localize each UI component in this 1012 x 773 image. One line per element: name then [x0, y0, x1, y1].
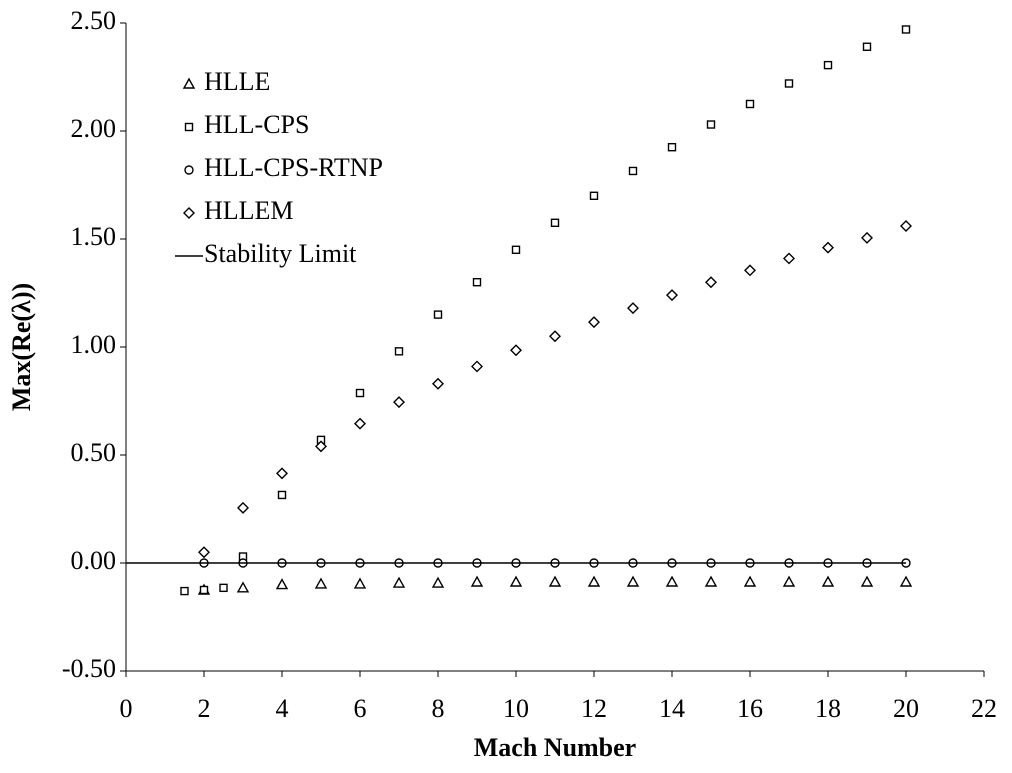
triangle-marker [626, 575, 640, 587]
y-tick-label: 2.50 [71, 6, 117, 35]
x-tick-label: 14 [659, 694, 685, 723]
triangle-marker [182, 77, 196, 89]
triangle-marker [314, 577, 328, 589]
triangle-marker [899, 575, 913, 587]
x-tick-label: 2 [198, 694, 211, 723]
triangle-marker [236, 581, 250, 593]
square-marker [823, 60, 833, 70]
triangle-marker [704, 575, 718, 587]
triangle-marker [821, 575, 835, 587]
square-marker [901, 25, 911, 34]
triangle-marker [392, 576, 406, 588]
legend-label: HLLEM [204, 196, 294, 225]
square-marker [667, 142, 677, 152]
diamond-marker [861, 231, 873, 244]
square-marker [706, 120, 716, 129]
square-marker [784, 79, 794, 88]
square-marker [472, 278, 482, 287]
diamond-marker [471, 360, 483, 373]
diamond-marker [354, 417, 366, 430]
diamond-marker [744, 264, 756, 277]
x-tick-label: 16 [737, 694, 763, 723]
triangle-marker [743, 575, 757, 587]
x-tick-label: 8 [432, 694, 445, 723]
y-axis-title: Max(Re(λ)) [7, 283, 36, 411]
diamond-marker [705, 276, 717, 289]
triangle-marker [860, 575, 874, 587]
square-marker [394, 347, 404, 356]
circle-marker [184, 165, 194, 175]
square-marker [550, 218, 560, 228]
x-tick-label: 10 [503, 694, 529, 723]
square-marker [199, 585, 209, 595]
x-tick-label: 6 [354, 694, 367, 723]
diamond-marker [432, 377, 444, 390]
diamond-marker [549, 330, 561, 343]
triangle-marker [509, 575, 523, 587]
legend-label: Stability Limit [204, 239, 357, 268]
diamond-marker [666, 289, 678, 302]
y-tick-label: -0.50 [62, 654, 116, 683]
diamond-marker [315, 440, 327, 453]
square-marker [862, 42, 872, 51]
diamond-marker [588, 316, 600, 329]
square-marker [184, 122, 194, 132]
legend-label: HLLE [204, 67, 270, 96]
triangle-marker [587, 575, 601, 587]
y-tick-label: 0.00 [71, 546, 117, 575]
x-axis-title: Mach Number [474, 733, 636, 762]
legend-label: HLL-CPS [204, 110, 309, 139]
square-marker [355, 388, 365, 398]
triangle-marker [548, 575, 562, 587]
triangle-marker [782, 575, 796, 587]
y-tick-label: 0.50 [71, 438, 117, 467]
diamond-marker [900, 220, 912, 233]
x-tick-label: 0 [120, 694, 133, 723]
square-marker [433, 310, 443, 319]
x-tick-label: 4 [276, 694, 289, 723]
triangle-marker [665, 575, 679, 587]
square-marker [589, 191, 599, 201]
y-tick-label: 2.00 [71, 114, 117, 143]
triangle-marker [275, 578, 289, 590]
square-marker [628, 166, 638, 176]
square-marker [745, 99, 755, 109]
diamond-marker [237, 501, 249, 514]
x-tick-label: 12 [581, 694, 607, 723]
square-marker [511, 245, 521, 255]
x-tick-label: 20 [893, 694, 919, 723]
diamond-marker [393, 396, 405, 409]
diamond-marker [198, 546, 210, 559]
diamond-marker [183, 207, 195, 219]
diamond-marker [510, 344, 522, 357]
x-tick-label: 18 [815, 694, 841, 723]
y-tick-label: 1.50 [71, 222, 117, 251]
diamond-marker [822, 241, 834, 254]
diamond-marker [627, 302, 639, 315]
legend-label: HLL-CPS-RTNP [204, 153, 383, 182]
triangle-marker [470, 575, 484, 587]
triangle-marker [353, 577, 367, 589]
triangle-marker [431, 576, 445, 588]
square-marker [180, 586, 189, 596]
x-tick-label: 22 [971, 694, 997, 723]
square-marker [219, 583, 228, 593]
y-tick-label: 1.00 [71, 330, 117, 359]
square-marker [277, 490, 287, 500]
diamond-marker [783, 252, 795, 265]
diamond-marker [276, 467, 288, 480]
